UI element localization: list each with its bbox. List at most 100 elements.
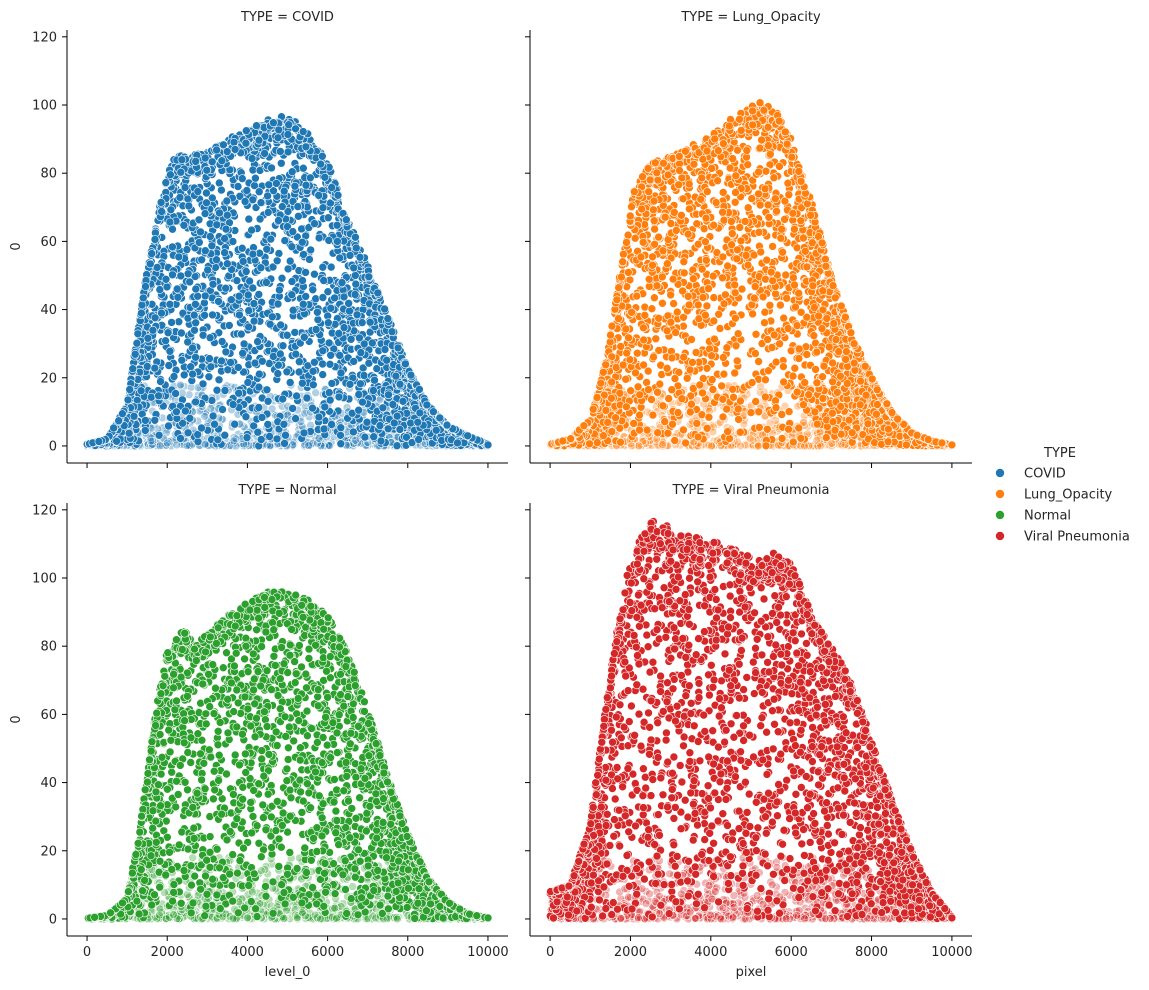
scatter-point <box>217 156 227 165</box>
scatter-point <box>278 394 288 404</box>
scatter-point <box>203 265 212 275</box>
scatter-point <box>156 377 165 386</box>
scatter-point <box>206 232 215 241</box>
scatter-point <box>267 312 277 322</box>
scatter-point <box>323 213 333 222</box>
scatter-point <box>383 424 393 434</box>
scatter-point <box>171 389 180 398</box>
scatter-point <box>222 196 232 206</box>
scatter-point <box>150 415 160 425</box>
scatter-point <box>281 430 290 440</box>
scatter-points <box>545 98 957 451</box>
scatter-point <box>360 432 370 442</box>
scatter-point <box>254 382 264 392</box>
scatter-point <box>220 234 229 243</box>
scatter-point <box>177 328 186 338</box>
scatter-point <box>422 400 432 410</box>
scatter-point <box>290 181 300 191</box>
scatter-point <box>193 291 202 301</box>
scatter-point <box>367 338 377 348</box>
scatter-point <box>214 297 223 306</box>
scatter-point <box>112 436 121 446</box>
scatter-point <box>354 390 364 399</box>
scatter-point <box>233 182 243 191</box>
scatter-point <box>223 259 232 269</box>
scatter-point <box>330 293 339 303</box>
scatter-point <box>202 198 211 208</box>
scatter-point <box>162 438 172 448</box>
scatter-point <box>702 301 712 311</box>
scatter-point <box>298 378 307 388</box>
scatter-point <box>272 256 282 266</box>
scatter-point <box>344 299 353 308</box>
scatter-point <box>229 436 239 446</box>
scatter-point <box>336 368 346 378</box>
scatter-point <box>256 435 266 444</box>
scatter-point <box>320 402 330 412</box>
scatter-point <box>220 430 230 440</box>
scatter-point <box>435 413 445 423</box>
scatter-point <box>188 343 197 353</box>
scatter-point <box>161 336 170 346</box>
scatter-point <box>285 256 295 266</box>
scatter-point <box>284 120 294 129</box>
scatter-point <box>182 245 192 254</box>
scatter-point <box>273 369 283 378</box>
scatter-point <box>262 385 272 395</box>
scatter-point <box>369 386 378 395</box>
scatter-point <box>283 147 293 157</box>
scatter-point <box>208 310 217 320</box>
scatter-point <box>627 441 636 451</box>
scatter-point <box>164 361 174 370</box>
scatter-point <box>220 248 229 257</box>
scatter-point <box>754 441 763 451</box>
scatter-point <box>166 170 175 179</box>
scatter-point <box>301 292 311 301</box>
scatter-point <box>141 416 150 425</box>
scatter-point <box>318 203 328 212</box>
scatter-point <box>143 333 153 343</box>
scatter-point <box>204 372 214 382</box>
scatter-point <box>157 207 166 216</box>
scatter-point <box>311 294 321 304</box>
scatter-point <box>169 372 179 381</box>
scatter-point <box>143 362 152 371</box>
scatter-point <box>317 152 327 161</box>
scatter-point <box>359 371 369 380</box>
scatter-point <box>413 417 423 427</box>
scatter-point <box>243 290 253 300</box>
scatter-point <box>297 224 306 234</box>
scatter-point <box>291 349 301 359</box>
scatter-point <box>175 193 185 202</box>
scatter-point <box>176 271 186 281</box>
scatter-point <box>129 411 139 421</box>
scatter-point <box>176 434 185 443</box>
scatter-point <box>431 425 441 435</box>
scatter-point <box>350 271 360 280</box>
scatter-point <box>313 315 323 324</box>
scatter-point <box>124 428 134 438</box>
scatter-point <box>375 421 385 430</box>
scatter-point <box>165 217 175 227</box>
scatter-point <box>348 441 358 451</box>
facet-panel: TYPE = Lung_Opacity <box>525 10 972 468</box>
scatter-point <box>146 259 155 269</box>
scatter-point <box>205 354 214 363</box>
scatter-point <box>301 180 311 190</box>
scatter-point <box>816 441 826 451</box>
scatter-point <box>383 314 393 323</box>
scatter-point <box>200 291 210 301</box>
scatter-point <box>202 188 211 198</box>
scatter-point <box>351 232 360 242</box>
scatter-point <box>326 350 336 360</box>
scatter-point <box>356 348 366 357</box>
scatter-point <box>263 396 273 406</box>
scatter-point <box>272 434 282 444</box>
scatter-point <box>212 145 221 155</box>
scatter-point <box>351 279 361 289</box>
scatter-point <box>262 244 272 254</box>
scatter-point <box>355 252 365 262</box>
scatter-point <box>223 365 233 375</box>
scatter-point <box>311 325 321 334</box>
